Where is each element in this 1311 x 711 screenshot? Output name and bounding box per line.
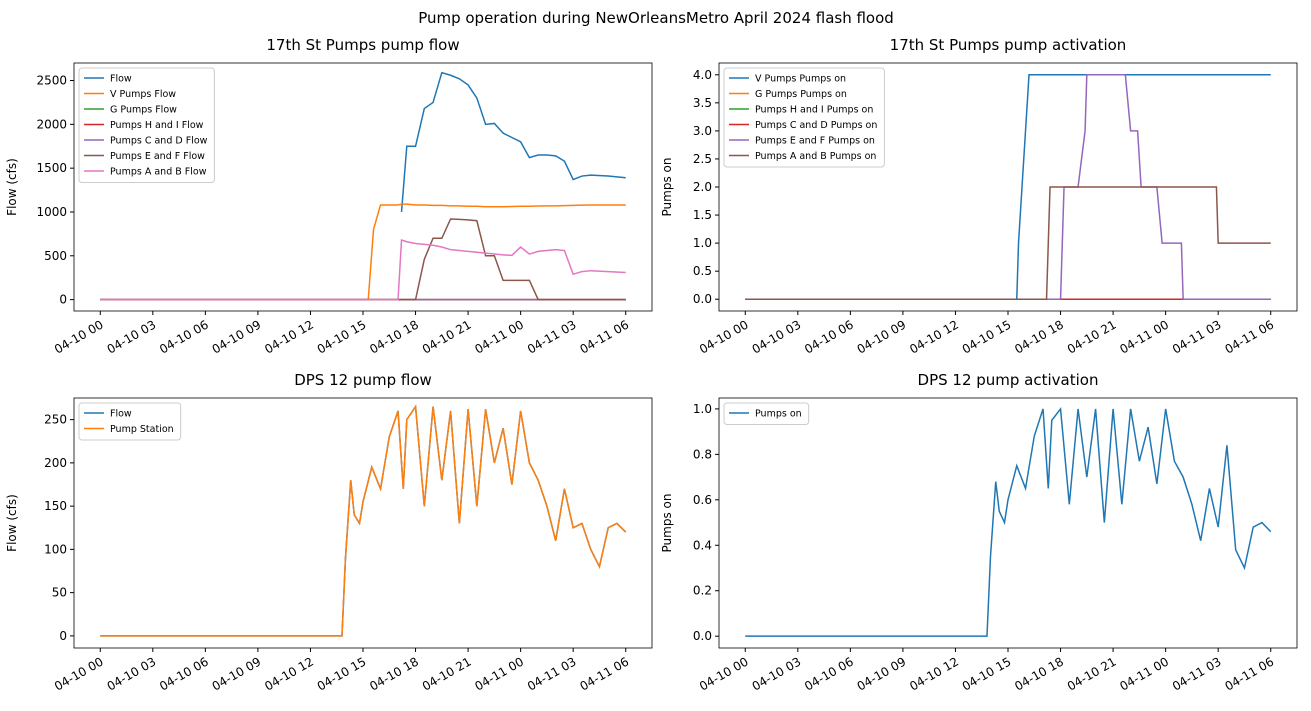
legend-label: G Pumps Flow bbox=[110, 105, 177, 116]
plot-frame bbox=[73, 397, 653, 649]
y-tick-label: 2000 bbox=[36, 117, 67, 131]
y-tick-label: 1000 bbox=[36, 205, 67, 219]
series-line bbox=[745, 186, 1271, 300]
y-axis-label: Pumps on bbox=[660, 158, 674, 217]
legend: Flow Pump Station bbox=[78, 402, 182, 441]
legend-box bbox=[78, 67, 215, 183]
y-tick-label: 3.5 bbox=[693, 96, 712, 110]
y-axis-label: Flow (cfs) bbox=[5, 158, 19, 216]
y-tick-label: 0.0 bbox=[693, 629, 712, 643]
y-tick-label: 1500 bbox=[36, 161, 67, 175]
legend: V Pumps Pumps on G Pumps Pumps on Pumps H … bbox=[723, 67, 885, 168]
legend-label: Pumps A and B Flow bbox=[110, 167, 207, 178]
legend-label: Pump Station bbox=[110, 424, 174, 435]
y-tick-label: 3.0 bbox=[693, 124, 712, 138]
y-axis-label: Flow (cfs) bbox=[5, 494, 19, 552]
legend-label: Pumps E and F Pumps on bbox=[755, 136, 875, 147]
legend-label: Pumps H and I Flow bbox=[110, 120, 204, 131]
series-line bbox=[100, 404, 627, 637]
y-tick-label: 0 bbox=[59, 629, 67, 643]
figure-title: Pump operation during NewOrleansMetro Ap… bbox=[418, 9, 894, 27]
series-line bbox=[400, 71, 626, 213]
legend-label: Flow bbox=[110, 409, 132, 420]
y-tick-label: 2.5 bbox=[693, 152, 712, 166]
legend-label: V Pumps Flow bbox=[110, 89, 176, 100]
y-tick-label: 500 bbox=[44, 249, 67, 263]
legend-label: Flow bbox=[110, 74, 132, 85]
y-tick-label: 200 bbox=[44, 456, 67, 470]
y-tick-label: 1.0 bbox=[693, 236, 712, 250]
y-tick-label: 0.0 bbox=[693, 292, 712, 306]
y-tick-label: 100 bbox=[44, 542, 67, 556]
legend-label: Pumps H and I Pumps on bbox=[755, 105, 873, 116]
y-tick-label: 0 bbox=[59, 293, 67, 307]
y-tick-label: 250 bbox=[44, 413, 67, 427]
y-tick-label: 0.2 bbox=[693, 584, 712, 598]
legend-label: V Pumps Pumps on bbox=[755, 74, 846, 85]
plot-frame bbox=[718, 62, 1298, 312]
y-tick-label: 0.8 bbox=[693, 447, 712, 461]
legend-box bbox=[78, 402, 182, 441]
plot-frame bbox=[73, 62, 653, 312]
legend-label: Pumps A and B Pumps on bbox=[755, 151, 876, 162]
series-line bbox=[100, 203, 626, 301]
y-tick-label: 50 bbox=[52, 586, 67, 600]
y-tick-label: 4.0 bbox=[693, 68, 712, 82]
series-line bbox=[100, 238, 626, 301]
y-tick-label: 0.6 bbox=[693, 493, 712, 507]
y-tick-label: 0.4 bbox=[693, 538, 712, 552]
subplot-title: 17th St Pumps pump flow bbox=[266, 36, 459, 54]
legend-label: G Pumps Pumps on bbox=[755, 89, 847, 100]
legend-box bbox=[723, 67, 885, 168]
y-axis-label: Pumps on bbox=[660, 494, 674, 553]
legend: Flow V Pumps Flow G Pumps Flow Pumps H and … bbox=[78, 67, 215, 183]
subplot-title: DPS 12 pump activation bbox=[918, 371, 1099, 389]
legend-box bbox=[723, 402, 810, 425]
subplot-title: DPS 12 pump flow bbox=[294, 371, 432, 389]
legend-label: Pumps on bbox=[755, 409, 802, 420]
legend-label: Pumps E and F Flow bbox=[110, 151, 205, 162]
y-tick-label: 1.5 bbox=[693, 208, 712, 222]
y-tick-label: 150 bbox=[44, 499, 67, 513]
y-tick-label: 1.0 bbox=[693, 402, 712, 416]
y-tick-label: 2500 bbox=[36, 74, 67, 88]
legend-label: Pumps C and D Flow bbox=[110, 136, 208, 147]
plot-frame bbox=[718, 397, 1298, 649]
legend: Pumps on bbox=[723, 402, 810, 425]
y-tick-label: 0.5 bbox=[693, 264, 712, 278]
legend-label: Pumps C and D Pumps on bbox=[755, 120, 877, 131]
series-line bbox=[745, 74, 1271, 300]
subplot-title: 17th St Pumps pump activation bbox=[890, 36, 1127, 54]
y-tick-label: 2.0 bbox=[693, 180, 712, 194]
series-line bbox=[745, 406, 1272, 637]
